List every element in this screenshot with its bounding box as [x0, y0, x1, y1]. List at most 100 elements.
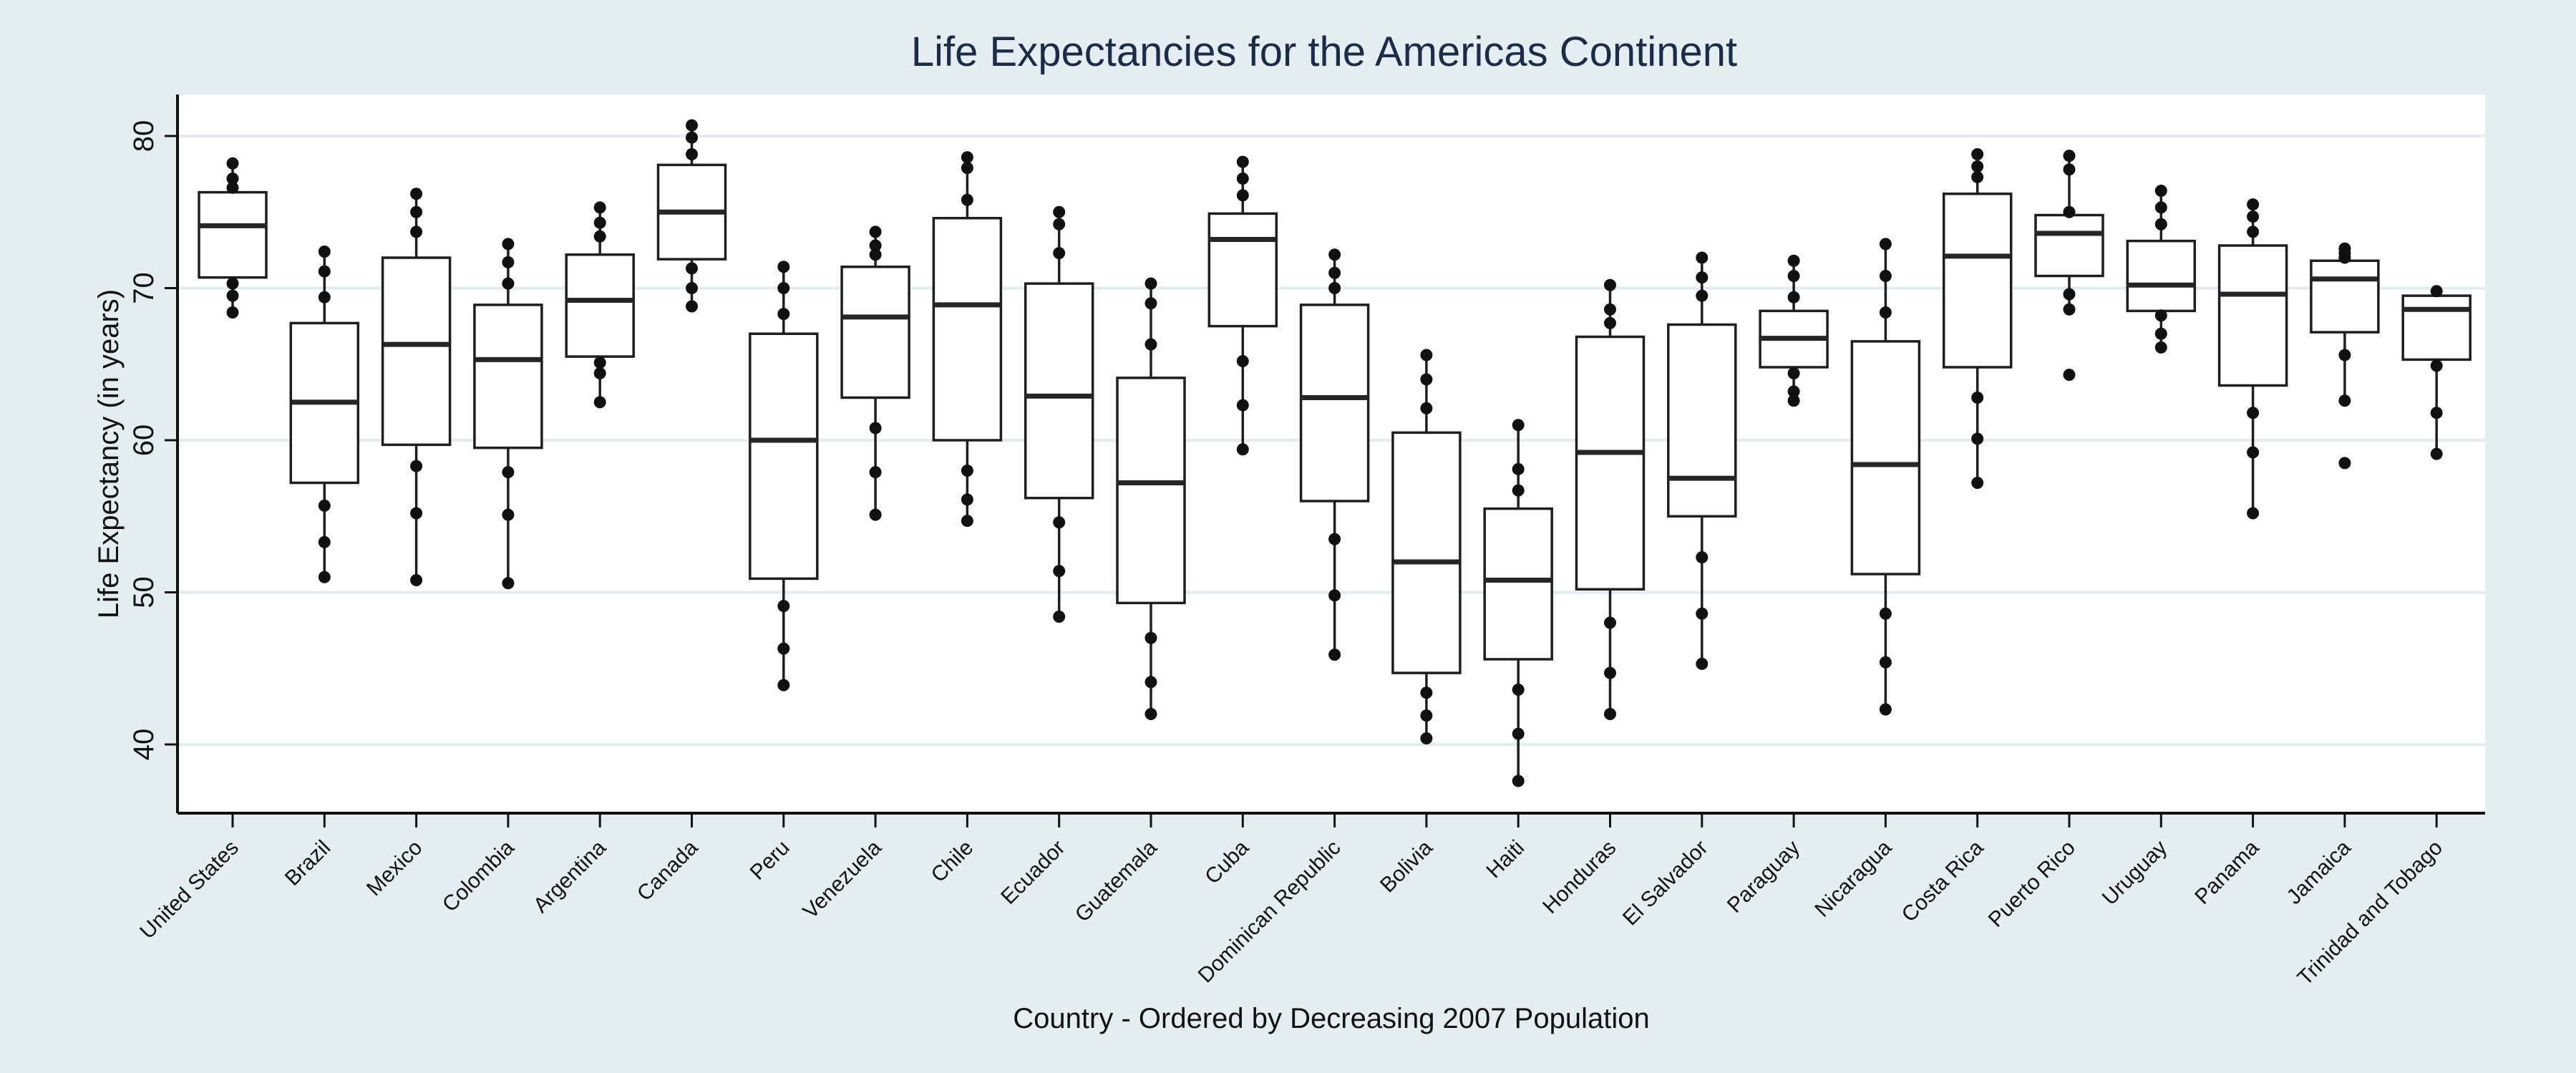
iqr-box [840, 266, 910, 399]
box-ecuador [1024, 205, 1094, 623]
box-paraguay [1759, 254, 1829, 407]
iqr-box [932, 217, 1003, 442]
data-point [1236, 189, 1249, 202]
data-point [869, 422, 882, 434]
data-point [1328, 649, 1341, 661]
data-point [1879, 238, 1892, 251]
data-point [2247, 198, 2260, 211]
data-point [226, 277, 239, 290]
data-point [1053, 218, 1066, 230]
data-point [961, 193, 973, 206]
data-point [410, 507, 423, 520]
data-point [2154, 185, 2167, 197]
data-point [1420, 709, 1433, 722]
iqr-box [2401, 294, 2471, 361]
data-point [502, 238, 515, 251]
data-point [1053, 205, 1066, 218]
data-point [777, 600, 790, 613]
box-series [198, 119, 2471, 787]
box-haiti [1483, 419, 1553, 787]
box-argentina [565, 201, 635, 409]
data-point [226, 306, 239, 319]
data-point [1236, 399, 1249, 412]
box-puerto-rico [2034, 150, 2104, 382]
box-venezuela [840, 225, 910, 521]
data-point [1053, 516, 1066, 529]
data-point [961, 151, 973, 164]
data-point [1787, 394, 1800, 407]
data-point [226, 173, 239, 185]
data-point [869, 239, 882, 252]
data-point [318, 571, 331, 583]
data-point [1604, 278, 1616, 291]
data-point [2338, 242, 2351, 255]
data-point [318, 499, 331, 512]
data-point [869, 225, 882, 238]
box-costa-rica [1942, 148, 2013, 489]
data-point [686, 131, 698, 144]
data-point [2154, 327, 2167, 340]
data-point [686, 119, 698, 132]
data-point [1787, 367, 1800, 379]
box-panama [2217, 198, 2288, 520]
box-honduras [1575, 278, 1646, 720]
data-point [1971, 148, 1984, 160]
data-point [777, 308, 790, 321]
data-point [502, 508, 515, 521]
iqr-box [2034, 213, 2104, 278]
data-point [1512, 684, 1525, 696]
x-axis-title: Country - Ordered by Decreasing 2007 Pop… [1013, 1003, 1649, 1034]
data-point [593, 230, 606, 243]
data-point [961, 515, 973, 528]
box-el-salvador [1667, 251, 1737, 670]
y-tick-label: 40 [128, 729, 160, 761]
box-uruguay [2126, 185, 2197, 354]
data-point [1328, 589, 1341, 602]
axes [176, 94, 2485, 815]
data-point [777, 642, 790, 655]
box-chile [932, 151, 1003, 528]
data-point [1879, 270, 1892, 282]
data-point [777, 261, 790, 273]
y-tick-label: 50 [128, 576, 160, 608]
iqr-box [2217, 244, 2288, 387]
box-dominican-republic [1299, 248, 1370, 661]
iqr-box [2310, 259, 2380, 334]
data-point [1696, 551, 1709, 564]
data-point [502, 277, 515, 290]
data-point [1420, 402, 1433, 414]
iqr-box [381, 256, 452, 447]
box-colombia [473, 238, 543, 590]
iqr-box [1575, 335, 1646, 591]
data-point [2338, 394, 2351, 407]
box-cuba [1207, 155, 1278, 456]
data-point [1512, 462, 1525, 475]
data-point [961, 493, 973, 506]
iqr-box [749, 332, 819, 581]
data-point [318, 291, 331, 304]
data-point [1879, 306, 1892, 319]
data-point [1604, 616, 1616, 629]
data-point [2247, 407, 2260, 419]
data-point [226, 157, 239, 170]
data-point [1144, 277, 1157, 290]
box-jamaica [2310, 242, 2380, 470]
data-point [1053, 611, 1066, 623]
y-tick-label: 70 [128, 272, 160, 304]
data-point [1696, 657, 1709, 670]
data-point [2338, 457, 2351, 470]
data-point [502, 577, 515, 590]
data-point [1420, 732, 1433, 744]
data-point [502, 466, 515, 479]
box-mexico [381, 188, 452, 586]
data-point [1971, 160, 1984, 173]
data-point [1696, 271, 1709, 284]
data-point [1604, 666, 1616, 679]
data-point [686, 148, 698, 160]
data-point [1328, 533, 1341, 545]
data-point [2430, 407, 2443, 419]
data-point [2063, 150, 2076, 162]
iqr-box [1299, 304, 1370, 502]
data-point [410, 225, 423, 238]
